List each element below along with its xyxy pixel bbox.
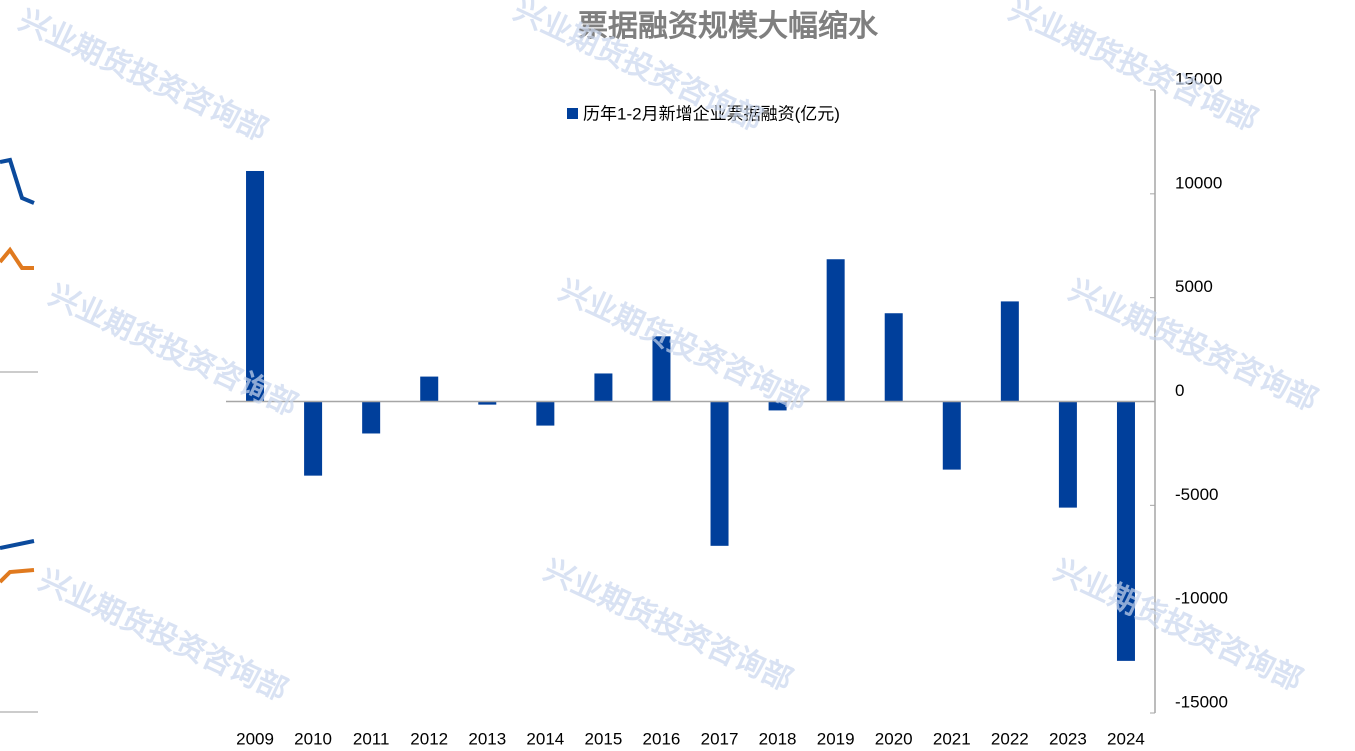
legend-swatch <box>567 108 578 119</box>
x-tick-label: 2013 <box>468 729 506 748</box>
x-tick-label: 2024 <box>1107 729 1145 748</box>
bar <box>420 376 439 402</box>
y-tick-label: -10000 <box>1175 589 1228 608</box>
y-tick-label: 0 <box>1175 381 1184 400</box>
x-tick-label: 2021 <box>933 729 971 748</box>
bar <box>1116 401 1135 661</box>
x-tick-label: 2017 <box>701 729 739 748</box>
y-tick-label: 10000 <box>1175 173 1222 192</box>
y-tick-label: -5000 <box>1175 485 1218 504</box>
x-tick-label: 2009 <box>236 729 274 748</box>
bar <box>1000 301 1019 402</box>
legend-label: 历年1-2月新增企业票据融资(亿元) <box>583 104 840 123</box>
chart-title: 票据融资规模大幅缩水 <box>578 10 879 43</box>
bar <box>710 401 729 546</box>
bar <box>768 401 787 411</box>
y-tick-label: 15000 <box>1175 69 1222 88</box>
x-tick-label: 2011 <box>353 729 390 748</box>
x-tick-label: 2018 <box>759 729 797 748</box>
x-tick-label: 2016 <box>643 729 681 748</box>
x-tick-label: 2015 <box>584 729 622 748</box>
bar <box>826 259 845 402</box>
bar <box>362 401 381 434</box>
bar <box>652 336 671 402</box>
bar <box>246 170 265 402</box>
x-tick-label: 2010 <box>294 729 332 748</box>
y-tick-label: 5000 <box>1175 277 1213 296</box>
watermark: 兴业期货投资咨询部 <box>539 553 798 698</box>
bar <box>1058 401 1077 508</box>
x-tick-label: 2020 <box>875 729 913 748</box>
watermark: 兴业期货投资咨询部 <box>34 563 293 708</box>
bar <box>594 373 613 402</box>
bar <box>478 401 497 405</box>
x-tick-label: 2023 <box>1049 729 1087 748</box>
watermark: 兴业期货投资咨询部 <box>1004 0 1263 138</box>
bar <box>536 401 555 426</box>
x-tick-label: 2012 <box>410 729 448 748</box>
bar <box>942 401 961 470</box>
x-tick-label: 2014 <box>526 729 564 748</box>
bar <box>884 313 903 402</box>
watermark: 兴业期货投资咨询部 <box>554 273 813 418</box>
watermark: 兴业期货投资咨询部 <box>1049 553 1308 698</box>
x-tick-label: 2019 <box>817 729 855 748</box>
x-tick-label: 2022 <box>991 729 1029 748</box>
watermark: 兴业期货投资咨询部 <box>14 3 273 148</box>
y-tick-label: -15000 <box>1175 692 1228 711</box>
bar <box>304 401 323 476</box>
left-fragment <box>0 157 38 713</box>
